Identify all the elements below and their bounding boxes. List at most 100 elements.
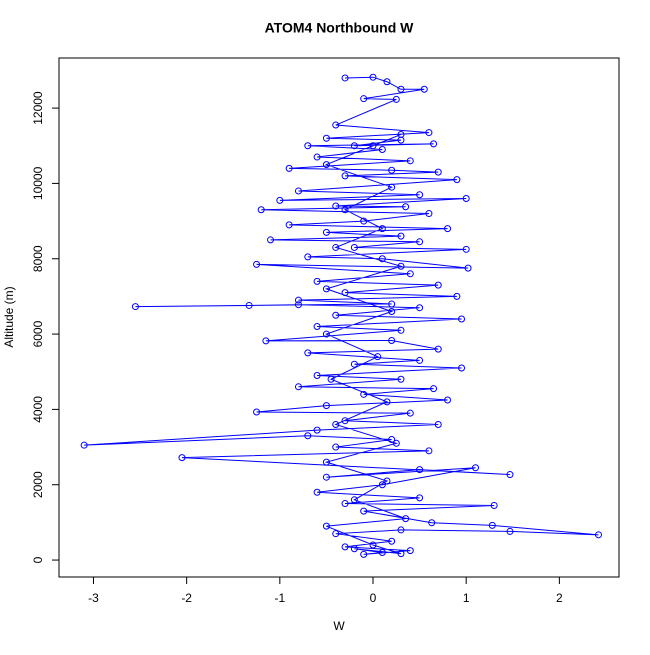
data-point <box>294 296 302 304</box>
data-point <box>506 527 514 535</box>
data-point <box>416 304 424 312</box>
x-tick-label: 1 <box>463 591 470 605</box>
data-point <box>374 353 382 361</box>
data-point <box>595 531 603 539</box>
data-point <box>80 441 88 449</box>
data-point <box>416 191 424 199</box>
data-point <box>369 73 377 81</box>
data-point <box>304 253 312 261</box>
data-point <box>360 217 368 225</box>
data-point <box>322 473 330 481</box>
data-point <box>388 300 396 308</box>
data-point <box>430 140 438 148</box>
data-point <box>378 549 386 557</box>
data-point <box>267 236 275 244</box>
data-point <box>397 326 405 334</box>
data-point <box>506 471 514 479</box>
data-point <box>490 501 498 509</box>
data-point <box>425 210 433 218</box>
data-point <box>388 307 396 315</box>
data-point <box>416 466 424 474</box>
data-point <box>360 390 368 398</box>
data-point <box>304 432 312 440</box>
data-point <box>453 292 461 300</box>
data-point <box>332 121 340 129</box>
data-point <box>388 436 396 444</box>
data-point <box>313 426 321 434</box>
data-point <box>313 372 321 380</box>
data-point <box>388 336 396 344</box>
x-tick-label: -3 <box>88 591 99 605</box>
data-point <box>341 543 349 551</box>
y-tick-label: 6000 <box>31 320 45 347</box>
data-point <box>322 402 330 410</box>
data-point <box>360 550 368 558</box>
data-point <box>416 356 424 364</box>
data-point <box>402 203 410 211</box>
plot-frame <box>58 57 620 578</box>
y-axis-label: Altitude (m) <box>2 286 16 347</box>
data-point <box>397 550 405 558</box>
data-point <box>294 301 302 309</box>
data-point <box>304 142 312 150</box>
data-point <box>402 515 410 523</box>
data-point <box>327 375 335 383</box>
data-point <box>178 454 186 462</box>
data-point <box>313 277 321 285</box>
y-tick-label: 8000 <box>31 245 45 272</box>
x-tick-label: -2 <box>181 591 192 605</box>
data-point <box>360 95 368 103</box>
data-point <box>425 129 433 137</box>
data-point <box>453 176 461 184</box>
data-point <box>406 157 414 165</box>
data-point <box>378 255 386 263</box>
data-point <box>406 547 414 555</box>
data-point <box>416 238 424 246</box>
data-point <box>245 301 253 309</box>
data-point <box>434 420 442 428</box>
data-point <box>397 262 405 270</box>
data-point <box>464 264 472 272</box>
data-point <box>388 166 396 174</box>
data-point <box>257 206 265 214</box>
data-point <box>378 481 386 489</box>
y-tick-label: 12000 <box>31 91 45 125</box>
chart-title: ATOM4 Northbound W <box>265 20 415 36</box>
data-point <box>397 85 405 93</box>
data-point <box>313 323 321 331</box>
data-point <box>313 488 321 496</box>
data-point <box>332 443 340 451</box>
data-point <box>313 153 321 161</box>
data-point <box>430 385 438 393</box>
data-point <box>332 202 340 210</box>
x-axis-label: W <box>333 619 345 633</box>
data-point <box>397 232 405 240</box>
data-point <box>488 521 496 529</box>
data-point <box>332 311 340 319</box>
data-point <box>392 95 400 103</box>
data-point <box>350 360 358 368</box>
data-point <box>434 345 442 353</box>
data-point <box>262 337 270 345</box>
y-tick-label: 4000 <box>31 396 45 423</box>
data-point <box>420 85 428 93</box>
data-point <box>332 243 340 251</box>
data-point <box>341 500 349 508</box>
data-point <box>472 464 480 472</box>
x-tick-label: 2 <box>556 591 563 605</box>
data-point <box>350 243 358 251</box>
data-line <box>84 76 599 555</box>
data-point <box>350 142 358 150</box>
data-point <box>462 245 470 253</box>
data-point <box>434 168 442 176</box>
data-point <box>350 496 358 504</box>
data-point <box>406 409 414 417</box>
data-point <box>369 541 377 549</box>
data-point <box>360 507 368 515</box>
data-point <box>341 289 349 297</box>
data-point <box>322 134 330 142</box>
data-point <box>341 206 349 214</box>
data-point <box>294 383 302 391</box>
